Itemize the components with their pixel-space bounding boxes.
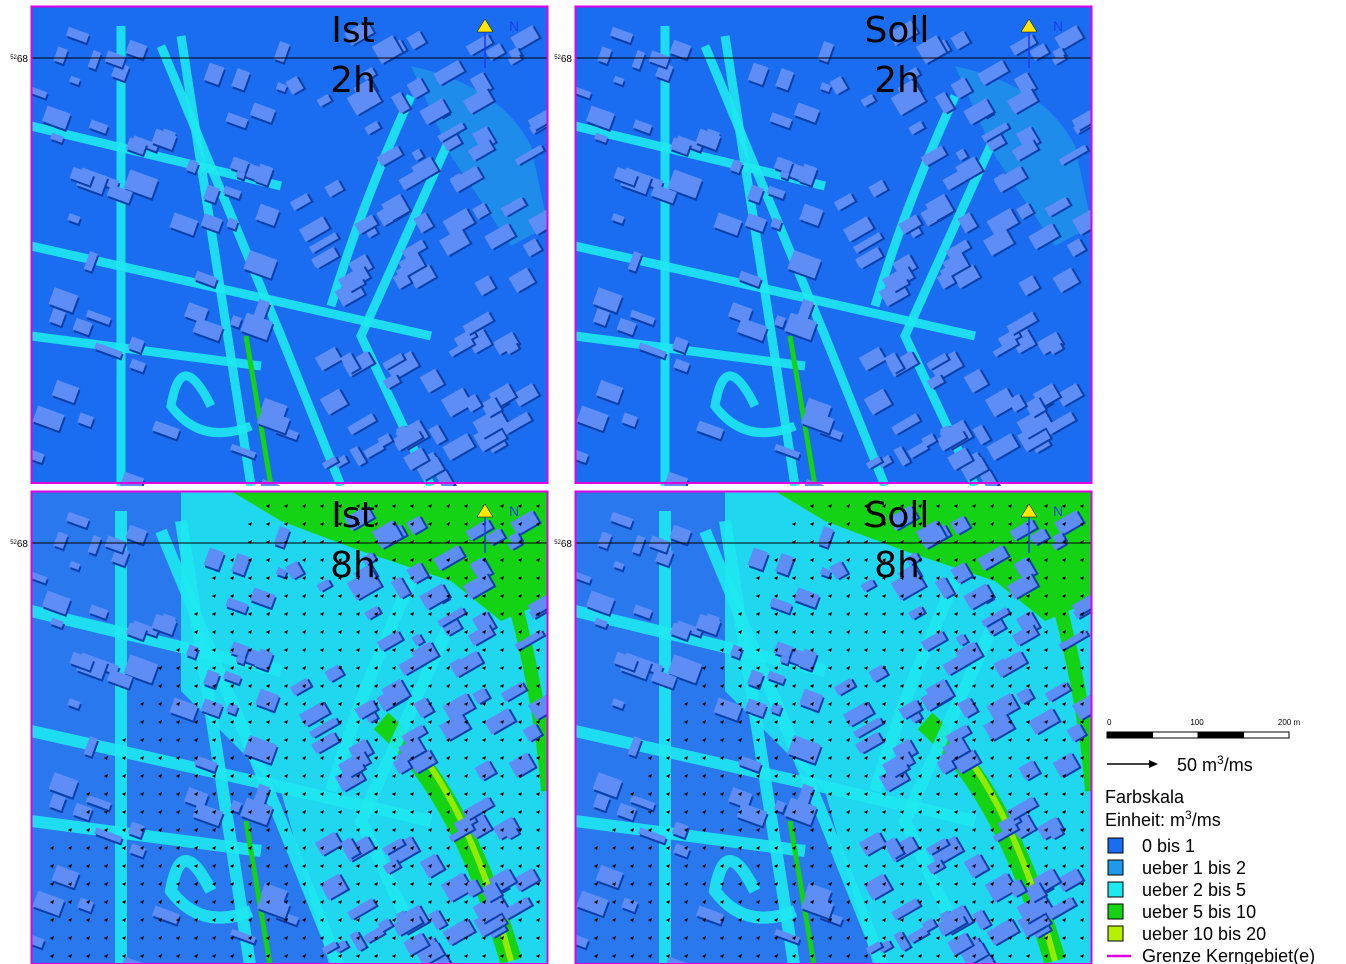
- legend-label: ueber 10 bis 20: [1142, 924, 1266, 944]
- legend-label: ueber 5 bis 10: [1142, 902, 1256, 922]
- scenario-label: Soll: [865, 495, 930, 536]
- time-label: 8h: [330, 545, 376, 586]
- coordinate-value: 68: [561, 54, 573, 65]
- legend: 0 100 200 m 50 m3/ms FarbskalaEinheit: m3/ms…: [1105, 718, 1315, 964]
- legend-label: ueber 1 bis 2: [1142, 858, 1246, 878]
- map-panel: Soll 8h N 5268: [554, 491, 1103, 964]
- legend-label: ueber 2 bis 5: [1142, 880, 1246, 900]
- flow-reference-head: [1149, 760, 1158, 768]
- scenario-label: Ist: [331, 495, 375, 536]
- legend-swatch: [1108, 904, 1123, 919]
- scale-bar-segment: [1107, 732, 1153, 738]
- scale-bar-label: 0: [1107, 718, 1112, 727]
- map-content: [571, 6, 1103, 501]
- map-content: [27, 491, 559, 964]
- flow-reference-label: 50 m3/ms: [1177, 753, 1253, 775]
- coordinate-label: 5268: [554, 54, 572, 65]
- scale-bar-segment: [1198, 732, 1244, 738]
- coordinate-label: 5268: [10, 54, 28, 65]
- coordinate-label: 5268: [554, 539, 572, 550]
- map-content: [571, 491, 1103, 964]
- legend-title: Farbskala: [1105, 787, 1185, 807]
- map-panel: Ist 2h N 5268: [10, 6, 559, 501]
- scale-bar-segment: [1153, 732, 1199, 738]
- time-label: 8h: [874, 545, 920, 586]
- legend-swatch: [1108, 926, 1123, 941]
- unit-label: Einheit: m: [1105, 810, 1185, 830]
- coordinate-value: 68: [17, 539, 29, 550]
- north-label: N: [509, 18, 519, 34]
- scale-bar-segment: [1244, 732, 1290, 738]
- unit-suffix: /ms: [1192, 810, 1221, 830]
- map-panel: Ist 8h N 5268: [10, 491, 559, 964]
- map-panel: Soll 2h N 5268: [554, 6, 1103, 501]
- legend-swatch: [1108, 882, 1123, 897]
- scale-bar-label: 200 m: [1278, 718, 1301, 727]
- coordinate-value: 68: [561, 539, 573, 550]
- time-label: 2h: [330, 60, 376, 101]
- flow-value: 50 m: [1177, 755, 1217, 775]
- scenario-label: Soll: [865, 10, 930, 51]
- flow-unit: /ms: [1224, 755, 1253, 775]
- north-label: N: [1053, 503, 1063, 519]
- boundary-label: Grenze Kerngebiet(e): [1142, 946, 1315, 964]
- legend-unit: Einheit: m3/ms: [1105, 808, 1221, 830]
- north-label: N: [1053, 18, 1063, 34]
- legend-swatch: [1108, 860, 1123, 875]
- figure: Ist 2h N 5268 Soll 2h N 5268 Ist 8h N 5268 Soll 8h N 52…: [0, 0, 1346, 964]
- coordinate-label: 5268: [10, 539, 28, 550]
- page: {"panels": [ {"scenario": "Ist", "time":…: [0, 0, 1346, 964]
- scenario-label: Ist: [331, 10, 375, 51]
- legend-swatch: [1108, 838, 1123, 853]
- scale-bar-label: 100: [1190, 718, 1204, 727]
- north-label: N: [509, 503, 519, 519]
- time-label: 2h: [874, 60, 920, 101]
- map-content: [27, 6, 559, 501]
- coordinate-value: 68: [17, 54, 29, 65]
- legend-label: 0 bis 1: [1142, 836, 1195, 856]
